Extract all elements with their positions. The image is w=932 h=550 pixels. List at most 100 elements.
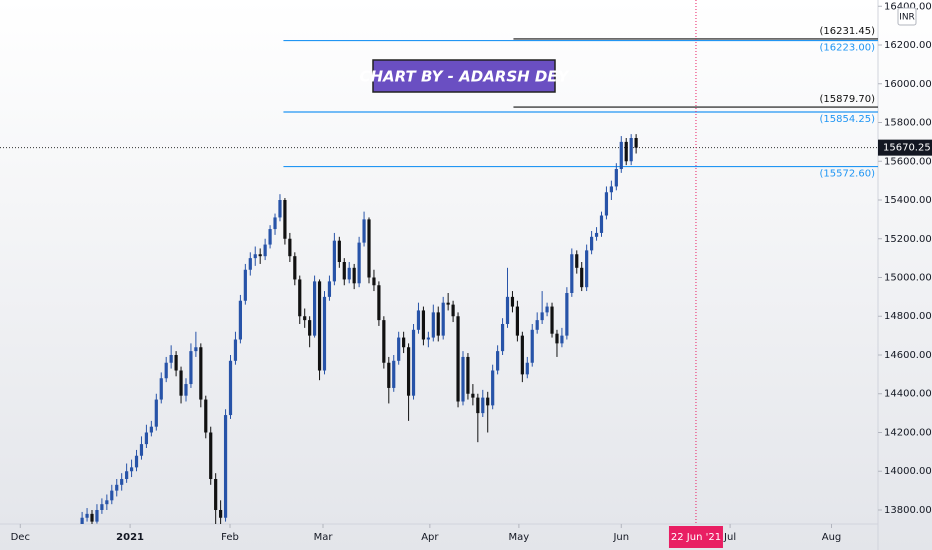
candle-body: [456, 316, 460, 402]
candle-body: [273, 217, 277, 230]
candle-body: [500, 323, 505, 352]
y-tick-label: 15200.00: [884, 234, 932, 245]
candle-body: [540, 312, 544, 321]
candle-body: [308, 320, 312, 336]
last-price-box: [878, 139, 932, 156]
candle-body: [164, 362, 168, 379]
candle-body: [214, 478, 218, 510]
candle-body: [436, 312, 440, 336]
candle-body: [120, 478, 124, 485]
candle-body: [589, 236, 594, 251]
plot-area: [0, 0, 878, 524]
candle-body: [585, 250, 589, 288]
candle-body: [580, 267, 584, 288]
candle-body: [174, 354, 178, 371]
y-tick-label: 14200.00: [884, 427, 932, 438]
x-tick-label: Jun: [612, 532, 629, 543]
candle-body: [545, 306, 549, 313]
candle-body: [491, 370, 495, 406]
candle-body: [184, 384, 188, 396]
candle-body: [555, 333, 559, 344]
candle-body: [228, 360, 233, 416]
candle-body: [446, 302, 450, 305]
candle-body: [594, 232, 599, 237]
candle-body: [219, 509, 223, 518]
candle-body: [411, 329, 416, 396]
candle-body: [604, 192, 609, 216]
candle-body: [293, 256, 297, 280]
candle-body: [486, 397, 490, 406]
candle-body: [179, 370, 183, 396]
crosshair-box: [668, 526, 723, 548]
candle-body: [100, 504, 104, 510]
x-tick-label: Apr: [421, 532, 439, 543]
candle-body: [421, 310, 426, 340]
candle-body: [204, 399, 208, 433]
x-tick-label: Dec: [11, 532, 30, 543]
candle-body: [283, 200, 287, 239]
candle-body: [466, 356, 470, 394]
candle-body: [599, 215, 604, 233]
y-tick-label: 16400.00: [884, 1, 932, 12]
candle-body: [268, 229, 272, 245]
candle-body: [248, 258, 252, 270]
candle-body: [515, 306, 520, 336]
candle-body: [382, 320, 386, 363]
candle-body: [298, 279, 302, 317]
y-tick-label: 14800.00: [884, 311, 932, 322]
candle-body: [471, 393, 475, 398]
x-tick-label: May: [509, 532, 530, 543]
candle-body: [194, 347, 198, 352]
candle-body: [115, 484, 119, 491]
candle-body: [223, 415, 228, 518]
level-label: (16231.45): [819, 26, 875, 37]
candle-body: [144, 432, 149, 445]
y-tick-label: 16200.00: [884, 40, 932, 51]
candle-body: [525, 362, 529, 375]
candle-body: [535, 320, 539, 330]
candle-body: [209, 432, 213, 479]
last-price-label: 15670.25: [883, 143, 931, 154]
candle-body: [317, 281, 322, 371]
candle-body: [357, 242, 361, 284]
level-label: (16223.00): [819, 43, 875, 54]
candle-body: [85, 513, 89, 518]
candle-body: [565, 292, 569, 336]
x-tick-label: Jul: [723, 532, 736, 543]
candle-body: [402, 337, 406, 348]
candle-body: [337, 240, 341, 262]
x-tick-label: 2021: [116, 532, 144, 543]
candle-body: [129, 467, 134, 472]
candle-body: [159, 378, 163, 400]
candle-body: [520, 335, 524, 375]
y-tick-label: 14400.00: [884, 389, 932, 400]
candle-body: [614, 169, 618, 187]
crosshair-label: 22 Jun '21: [671, 532, 721, 543]
candle-body: [125, 471, 129, 479]
candle-body: [134, 455, 139, 468]
candle-body: [303, 316, 307, 321]
candle-body: [560, 335, 564, 344]
x-tick-label: Mar: [314, 532, 334, 543]
candle-body: [476, 397, 480, 414]
candle-body: [575, 254, 579, 268]
candle-body: [322, 296, 327, 371]
y-tick-label: 14600.00: [884, 350, 932, 361]
x-tick-label: Feb: [221, 532, 239, 543]
y-tick-label: 14000.00: [884, 466, 932, 477]
candle-body: [327, 281, 332, 297]
candle-body: [362, 219, 366, 243]
candle-body: [426, 337, 430, 340]
candle-body: [154, 399, 158, 427]
candle-body: [139, 444, 144, 456]
candle-body: [570, 254, 574, 293]
candle-body: [80, 517, 84, 524]
candle-body: [90, 513, 94, 522]
candle-body: [550, 306, 554, 334]
level-label: (15572.60): [819, 169, 875, 180]
candle-body: [406, 347, 411, 396]
candle-body: [253, 254, 257, 259]
watermark-box: [372, 59, 556, 93]
